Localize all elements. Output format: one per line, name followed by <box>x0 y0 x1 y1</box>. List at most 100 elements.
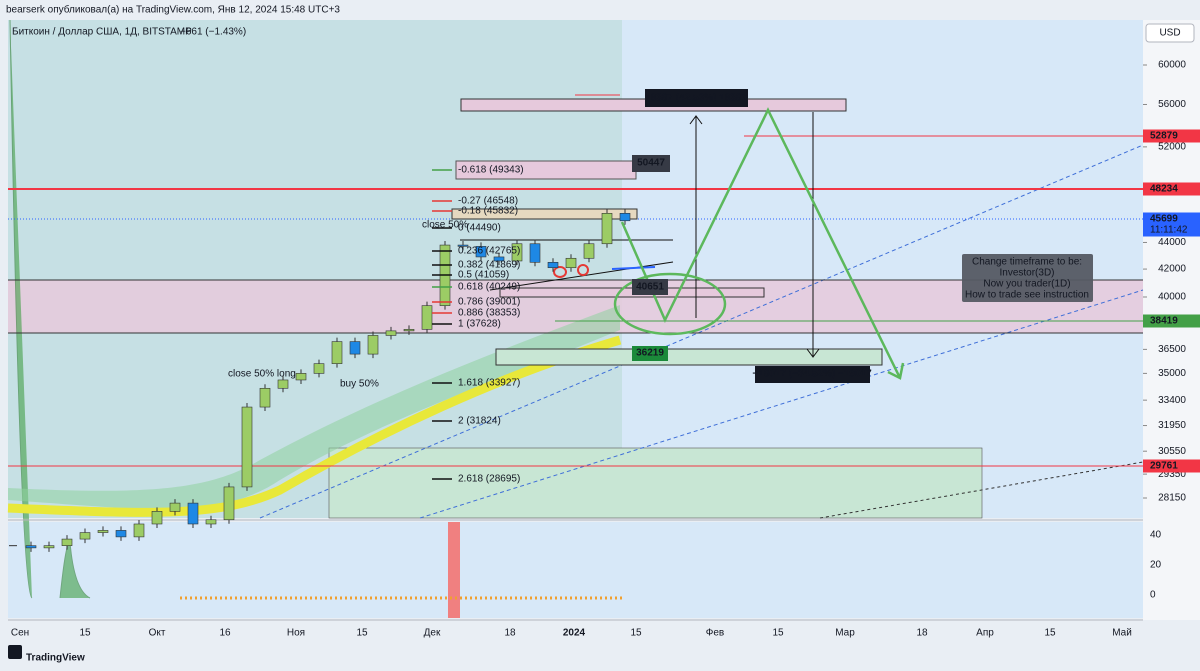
price-label: 29761 <box>1150 461 1178 472</box>
candle <box>349 341 361 355</box>
info-line: Investor(3D) <box>999 268 1054 279</box>
osc-tick-label: 0 <box>1150 590 1156 601</box>
candle <box>313 363 325 374</box>
price-tick-label: 56000 <box>1158 99 1186 110</box>
fib-label: 0.886 (38353) <box>458 308 520 319</box>
time-tick-label: 16 <box>219 628 231 639</box>
candle <box>385 330 397 336</box>
candle <box>511 243 523 262</box>
callout-box <box>755 366 870 383</box>
candle <box>61 538 73 546</box>
candle <box>493 256 505 262</box>
dotted-trend <box>819 461 1144 519</box>
candle <box>619 213 631 222</box>
price-tick-label: 36500 <box>1158 344 1186 355</box>
fib-label: 2.618 (28695) <box>458 474 520 485</box>
currency-button[interactable] <box>1145 23 1195 43</box>
time-tick-label: 18 <box>504 628 516 639</box>
circle-mark <box>577 264 589 276</box>
time-tick-label: 18 <box>916 628 928 639</box>
price-label-time: 11:11:42 <box>1150 225 1188 236</box>
callout-a: 50447 <box>637 158 665 169</box>
scenario-head <box>887 362 905 380</box>
time-tick-label: Ноя <box>287 628 305 639</box>
fib-label: 0.236 (42765) <box>458 246 520 257</box>
callout-c: 36219 <box>636 348 664 359</box>
callout-down: −19017 (−34.52%) −19017 <box>752 369 872 380</box>
candle <box>295 373 307 381</box>
annotation: buy 50% <box>340 379 379 390</box>
currency: USD <box>1159 28 1180 39</box>
candle <box>583 243 595 259</box>
time-tick-label: 15 <box>1044 628 1056 639</box>
price-tick-label: 42000 <box>1158 264 1186 275</box>
callout-box <box>632 346 668 361</box>
logo <box>8 645 22 659</box>
info-box <box>962 254 1093 302</box>
price-label-box <box>1143 129 1200 143</box>
footer-brand: TradingView <box>26 653 85 664</box>
oscillator-spike <box>448 522 460 618</box>
ma-line <box>7 335 622 517</box>
price-tick-label: 52000 <box>1158 142 1186 153</box>
candle <box>331 341 343 364</box>
annotation: close 50% <box>422 220 468 231</box>
price-label: 45699 <box>1150 214 1178 225</box>
price-tick-label: 28150 <box>1158 493 1186 504</box>
callout-up: 16397 (42.53%) 16397 <box>645 93 747 104</box>
info-line: Now you trader(1D) <box>983 279 1070 290</box>
fib-label: 0 (44490) <box>458 223 501 234</box>
price-tick-label: 31950 <box>1158 420 1186 431</box>
scenario-path <box>620 107 902 379</box>
candle <box>115 530 127 538</box>
candle <box>205 519 217 525</box>
price-label: 48234 <box>1150 184 1178 195</box>
oscillator-pane <box>8 522 1143 618</box>
time-tick-label: Дек <box>424 628 441 639</box>
buy-zone-ellipse <box>613 272 727 336</box>
info-line: Change timeframe to be: <box>972 257 1082 268</box>
callout-box <box>632 279 668 295</box>
price-label-box <box>1143 314 1200 328</box>
fib-label: 0.382 (41869) <box>458 260 520 271</box>
blue-mark <box>611 266 656 270</box>
candle <box>601 213 613 245</box>
price-tick-label: 30550 <box>1158 446 1186 457</box>
fib-label: 0.5 (41059) <box>458 270 509 281</box>
price-label: 38419 <box>1150 316 1178 327</box>
arrow-up-head <box>689 115 703 125</box>
price-tick-label: 60000 <box>1158 60 1186 71</box>
time-tick-label: 15 <box>356 628 368 639</box>
time-tick-label: Май <box>1112 628 1132 639</box>
callout-box <box>645 89 748 107</box>
candle <box>223 486 235 521</box>
osc-tick-label: 40 <box>1150 530 1162 541</box>
price-tick-label: 40000 <box>1158 292 1186 303</box>
fib-label: 2 (31824) <box>458 416 501 427</box>
candle <box>475 246 487 258</box>
change: −661 (−1.43%) <box>180 27 246 38</box>
candle <box>97 530 109 533</box>
candle <box>187 502 199 525</box>
time-tick-label: 2024 <box>563 628 586 639</box>
candle <box>403 329 415 332</box>
price-label-box <box>1143 182 1200 196</box>
info-line: How to trade see instruction <box>965 290 1089 301</box>
channel-upper <box>259 144 1144 519</box>
symbol: Биткоин / Доллар США, 1Д, BITSTAMP <box>12 27 192 38</box>
candle <box>547 261 559 269</box>
price-label-box <box>1143 212 1200 237</box>
candle <box>259 387 271 408</box>
price-tick-label: 29350 <box>1158 469 1186 480</box>
entry-box <box>451 208 638 220</box>
candle <box>565 257 577 269</box>
candle <box>169 502 181 512</box>
callout-box <box>632 155 670 172</box>
candle <box>367 335 379 355</box>
channel-lower <box>419 289 1144 519</box>
candle <box>529 243 541 263</box>
fib-label: 0.786 (39001) <box>458 297 520 308</box>
publisher: bearserk опубликовал(а) на TradingView.c… <box>6 4 340 16</box>
